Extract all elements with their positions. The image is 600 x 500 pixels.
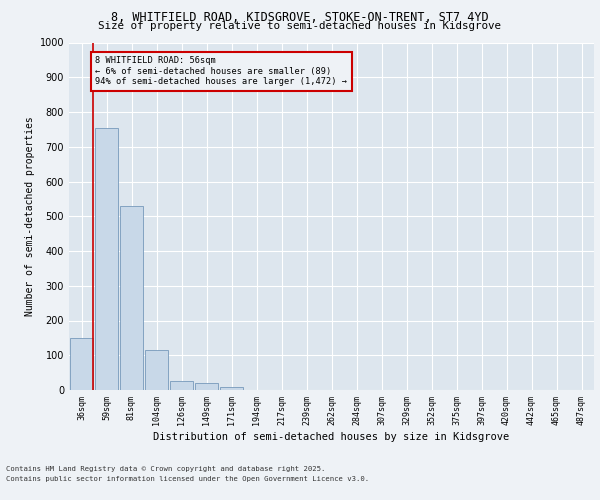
Bar bbox=[119, 206, 143, 390]
Text: Contains public sector information licensed under the Open Government Licence v3: Contains public sector information licen… bbox=[6, 476, 369, 482]
Text: 8, WHITFIELD ROAD, KIDSGROVE, STOKE-ON-TRENT, ST7 4YD: 8, WHITFIELD ROAD, KIDSGROVE, STOKE-ON-T… bbox=[111, 11, 489, 24]
Bar bbox=[170, 382, 193, 390]
Text: Contains HM Land Registry data © Crown copyright and database right 2025.: Contains HM Land Registry data © Crown c… bbox=[6, 466, 325, 472]
Text: 8 WHITFIELD ROAD: 56sqm
← 6% of semi-detached houses are smaller (89)
94% of sem: 8 WHITFIELD ROAD: 56sqm ← 6% of semi-det… bbox=[95, 56, 347, 86]
Y-axis label: Number of semi-detached properties: Number of semi-detached properties bbox=[25, 116, 35, 316]
Bar bbox=[145, 350, 169, 390]
Bar bbox=[70, 338, 94, 390]
Text: Size of property relative to semi-detached houses in Kidsgrove: Size of property relative to semi-detach… bbox=[98, 21, 502, 31]
Bar bbox=[220, 386, 244, 390]
Bar bbox=[95, 128, 118, 390]
X-axis label: Distribution of semi-detached houses by size in Kidsgrove: Distribution of semi-detached houses by … bbox=[154, 432, 509, 442]
Bar bbox=[194, 383, 218, 390]
